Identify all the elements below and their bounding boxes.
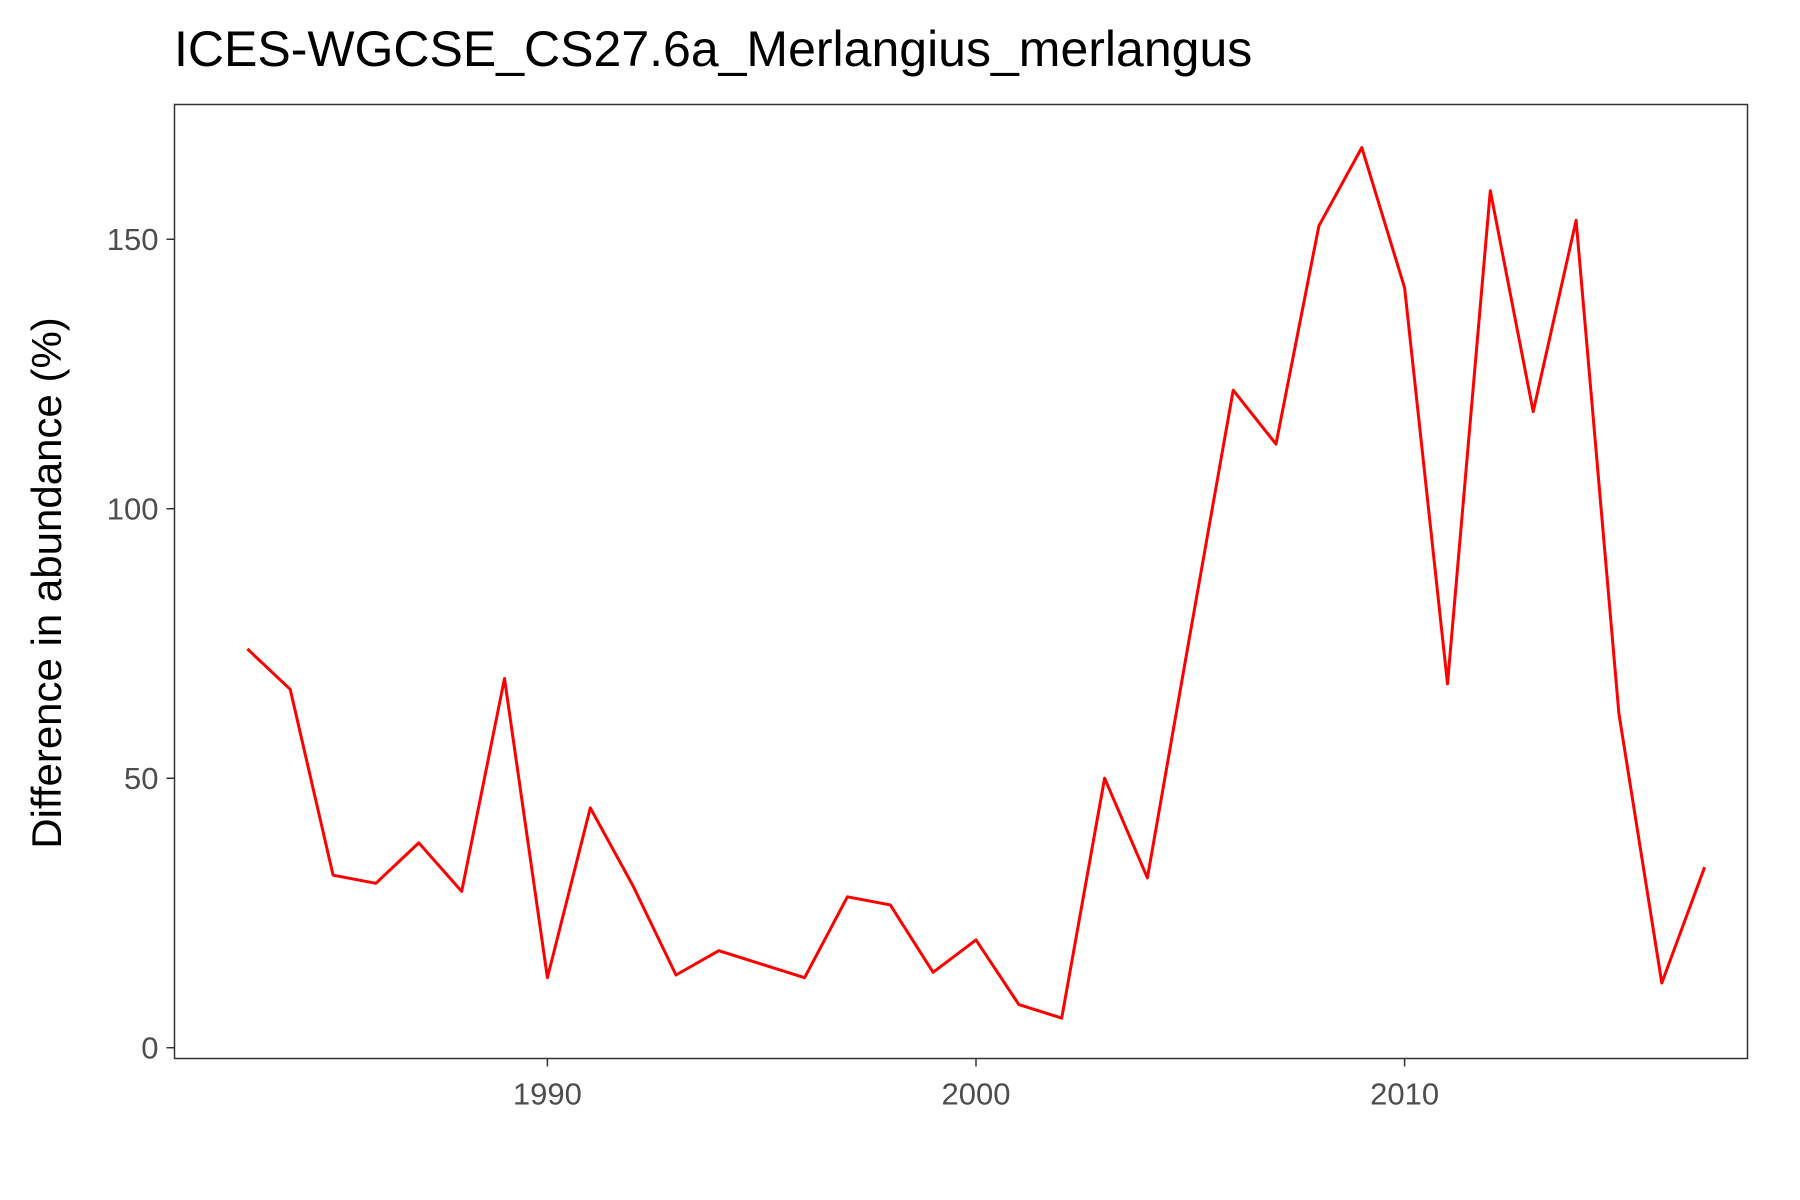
x-axis: 1990 2000 2010 [513,1058,1439,1112]
y-axis: 0 50 100 150 [107,222,175,1066]
series-layer [246,146,1707,1020]
y-tick-label: 100 [107,492,159,527]
y-tick-label: 0 [141,1031,158,1066]
y-axis-title: Difference in abundance (%) [23,317,70,849]
chart-title: ICES-WGCSE_CS27.6a_Merlangius_merlangus [174,21,1252,77]
plot-panel-border [173,103,1749,1060]
x-tick-label: 2000 [942,1077,1011,1112]
y-tick-label: 150 [107,222,159,257]
y-tick-label: 50 [124,761,158,796]
x-tick-label: 1990 [513,1077,582,1112]
x-tick-label: 2010 [1370,1077,1439,1112]
series-line-0 [246,146,1707,1020]
